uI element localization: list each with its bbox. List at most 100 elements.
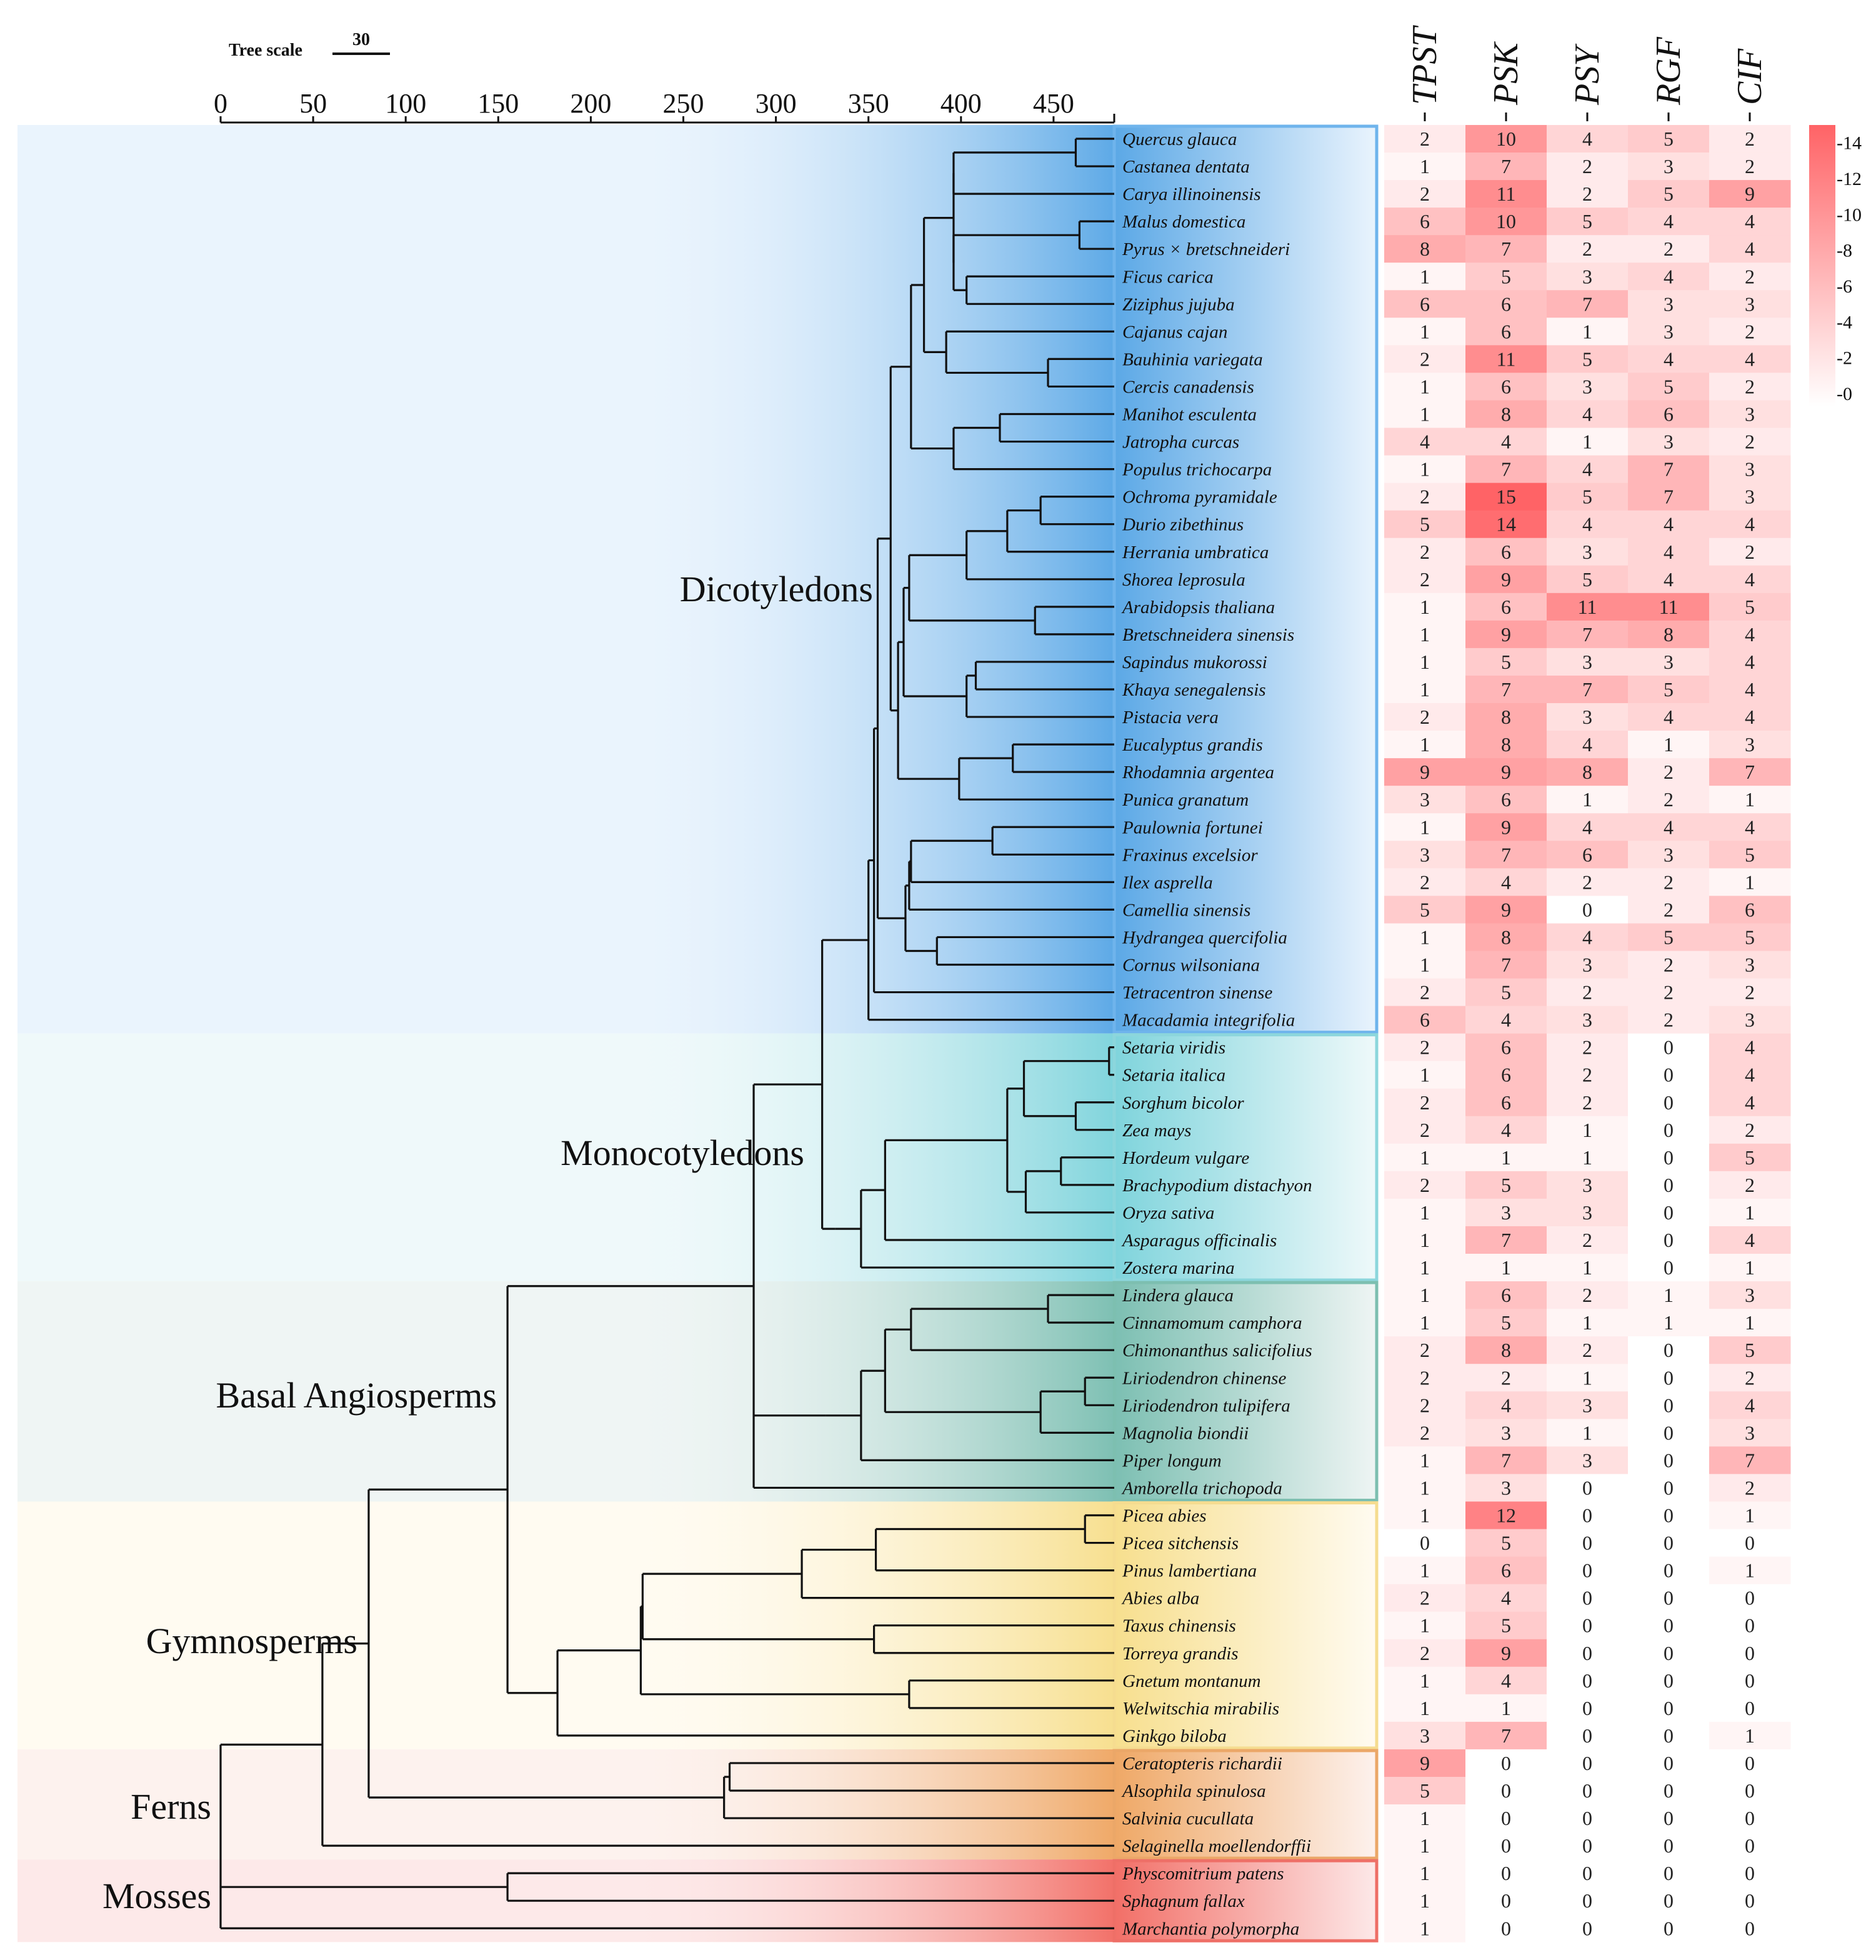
heatmap-cell-value: 0: [1745, 1614, 1755, 1637]
tip-label-species: Camellia sinensis: [1122, 900, 1250, 920]
heatmap-cell-value: 0: [1501, 1752, 1511, 1774]
heatmap-cell-value: 3: [1745, 403, 1755, 426]
heatmap-cell: [1709, 372, 1791, 401]
heatmap-cell-value: 5: [1582, 348, 1592, 370]
heatmap-cell: [1628, 758, 1710, 786]
heatmap-cell: [1628, 1474, 1710, 1502]
heatmap-cell-value: 1: [1420, 926, 1430, 948]
heatmap-cell-value: 6: [1582, 843, 1592, 866]
heatmap-cell: [1384, 372, 1466, 401]
tip-label-species: Manihot esculenta: [1122, 405, 1257, 425]
heatmap-cell-value: 0: [1582, 1476, 1592, 1499]
heatmap-cell-value: 11: [1578, 596, 1597, 618]
heatmap-cell-value: 1: [1420, 1862, 1430, 1884]
heatmap-cell: [1709, 1088, 1791, 1117]
heatmap-cell-value: 14: [1496, 513, 1516, 536]
heatmap-cell-value: 6: [1501, 320, 1511, 342]
heatmap-cell: [1384, 1776, 1466, 1805]
heatmap-cell-value: 0: [1664, 1146, 1674, 1169]
heatmap-cell-value: 2: [1745, 541, 1755, 563]
heatmap-cell-value: 4: [1582, 926, 1592, 948]
heatmap-cell-value: 9: [1420, 1752, 1430, 1774]
heatmap-cell: [1628, 455, 1710, 484]
tip-label-species: Castanea dentata: [1122, 157, 1250, 177]
heatmap-cell-value: 5: [1582, 486, 1592, 508]
heatmap-cell: [1709, 675, 1791, 704]
heatmap-cell: [1709, 345, 1791, 373]
heatmap-cell-value: 0: [1664, 1559, 1674, 1582]
heatmap-cell: [1465, 1226, 1547, 1254]
heatmap-cell-value: 10: [1496, 128, 1516, 150]
heatmap-cell: [1709, 1061, 1791, 1089]
heatmap-cell-value: 1: [1745, 871, 1755, 893]
heatmap-cell-value: 11: [1497, 348, 1516, 370]
heatmap-cell-value: 7: [1582, 678, 1592, 701]
heatmap-cell-value: 3: [1664, 292, 1674, 315]
column-header-cif: CIF: [1730, 48, 1769, 105]
colorbar-tick-label: -0: [1837, 384, 1852, 404]
heatmap-cell-value: 2: [1745, 375, 1755, 398]
heatmap-cell-value: 7: [1664, 486, 1674, 508]
heatmap-cell: [1628, 565, 1710, 594]
tip-label-species: Gnetum montanum: [1122, 1671, 1261, 1691]
heatmap-cell: [1547, 1584, 1629, 1612]
heatmap-cell-value: 2: [1664, 954, 1674, 976]
heatmap-cell: [1384, 455, 1466, 484]
heatmap-cell: [1547, 896, 1629, 924]
tip-label-species: Durio zibethinus: [1122, 515, 1244, 535]
heatmap-cell: [1384, 675, 1466, 704]
heatmap-cell: [1465, 1474, 1547, 1502]
heatmap-cell-value: 0: [1664, 1394, 1674, 1416]
heatmap-cell-value: 4: [1745, 568, 1755, 591]
heatmap-cell: [1547, 124, 1629, 153]
heatmap-cell-value: 4: [1664, 568, 1674, 591]
heatmap-cell: [1384, 124, 1466, 153]
tip-label-species: Ficus carica: [1122, 267, 1214, 287]
heatmap-cell-value: 2: [1420, 1421, 1430, 1444]
tip-label-species: Cajanus cajan: [1122, 322, 1227, 342]
heatmap-cell-value: 6: [1745, 898, 1755, 921]
heatmap-cell: [1465, 1171, 1547, 1199]
heatmap-cell: [1384, 1033, 1466, 1062]
heatmap-cell: [1465, 1033, 1547, 1062]
heatmap-cell-value: 0: [1745, 1807, 1755, 1829]
heatmap-cell: [1709, 1309, 1791, 1337]
heatmap-cell-value: 2: [1745, 431, 1755, 453]
heatmap-cell: [1547, 620, 1629, 649]
heatmap-cell-value: 4: [1664, 348, 1674, 370]
tip-label-species: Cercis canadensis: [1122, 377, 1254, 397]
heatmap-cell: [1628, 731, 1710, 759]
tip-label-species: Fraxinus excelsior: [1122, 845, 1258, 865]
heatmap-cell: [1709, 565, 1791, 594]
heatmap-cell-value: 8: [1501, 926, 1511, 948]
heatmap-cell: [1547, 703, 1629, 731]
clade-box-border: [1112, 1281, 1379, 1502]
heatmap-cell-value: 4: [1501, 1009, 1511, 1031]
heatmap-cell: [1628, 208, 1710, 236]
heatmap-cell-value: 4: [1420, 431, 1430, 453]
axis-tick-label: 200: [570, 88, 611, 119]
heatmap-cell-value: 2: [1582, 182, 1592, 205]
heatmap-cell-value: 2: [1745, 1476, 1755, 1499]
heatmap-cell-value: 2: [1664, 1009, 1674, 1031]
heatmap-cell: [1384, 1721, 1466, 1750]
tip-label-species: Amborella trichopoda: [1121, 1478, 1282, 1498]
heatmap-cell: [1547, 1033, 1629, 1062]
heatmap-cell-value: 1: [1420, 1834, 1430, 1857]
heatmap-cell-value: 6: [1501, 1091, 1511, 1114]
heatmap-cell: [1628, 124, 1710, 153]
heatmap-cell-value: 4: [1501, 1669, 1511, 1692]
heatmap-cell-value: 1: [1420, 678, 1430, 701]
heatmap-cell: [1547, 1776, 1629, 1805]
heatmap-cell-value: 4: [1745, 678, 1755, 701]
heatmap-cell-value: 5: [1664, 926, 1674, 948]
tip-label-species: Pyrus × bretschneideri: [1122, 239, 1290, 259]
heatmap-cell-value: 5: [1745, 596, 1755, 618]
heatmap-cell-value: 2: [1664, 898, 1674, 921]
heatmap-cell-value: 3: [1664, 843, 1674, 866]
heatmap-cell-value: 1: [1582, 320, 1592, 342]
heatmap-cell-value: 4: [1745, 706, 1755, 728]
heatmap-cell-value: 0: [1664, 1256, 1674, 1279]
heatmap-cell-value: 0: [1664, 1064, 1674, 1086]
heatmap-cell-value: 4: [1745, 1064, 1755, 1086]
